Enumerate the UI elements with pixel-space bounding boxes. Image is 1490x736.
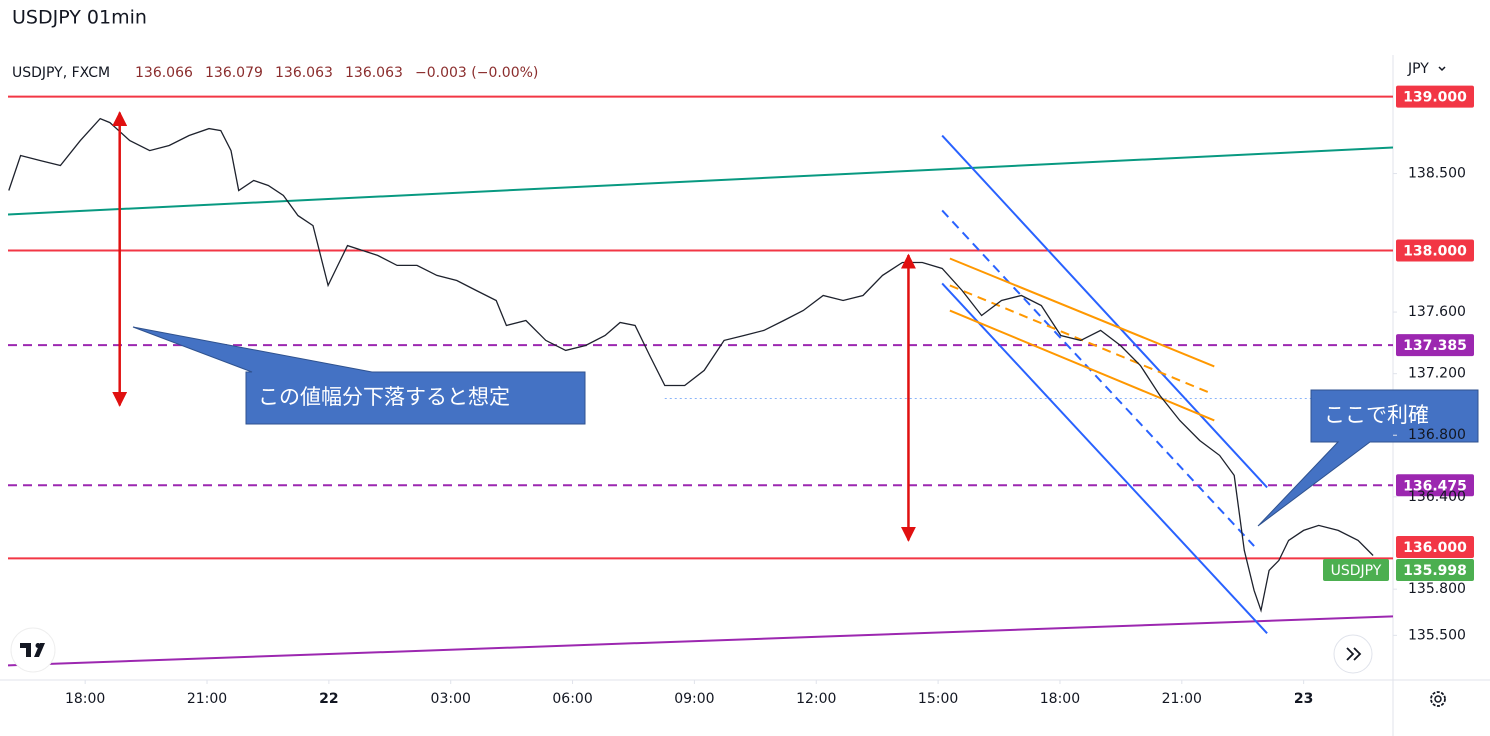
x-tick-label: 22 [319, 691, 338, 707]
callout-text: この値幅分下落すると想定 [258, 385, 510, 409]
currency-label[interactable]: JPY [1407, 61, 1429, 77]
y-tick-label: 136.800 [1408, 427, 1466, 443]
legend-low: 136.063 [275, 65, 333, 81]
price-tag-label: 137.385 [1403, 338, 1467, 354]
y-tick-label: 135.500 [1408, 627, 1466, 643]
y-tick-label: 138.500 [1408, 166, 1466, 182]
series-tag-label: USDJPY [1331, 563, 1382, 579]
price-tag-label: 139.000 [1403, 90, 1467, 106]
trend-line [949, 284, 1212, 395]
gear-icon [1430, 691, 1446, 707]
x-tick-label: 09:00 [674, 691, 714, 707]
callout-2: ここで利確 [1257, 389, 1479, 527]
x-tick-label: 03:00 [431, 691, 471, 707]
plot-area [8, 95, 1393, 667]
price-tag [1396, 334, 1474, 357]
price-tag-label: 136.475 [1403, 478, 1467, 494]
scroll-button[interactable] [1333, 634, 1373, 674]
price-tag [1396, 474, 1474, 497]
x-tick-label: 18:00 [65, 691, 105, 707]
x-tick-label: 21:00 [1162, 691, 1202, 707]
price-tag [1396, 559, 1474, 582]
chart-title: USDJPY 01min [12, 7, 147, 29]
logo-dot [35, 643, 41, 648]
x-tick-label: 15:00 [918, 691, 958, 707]
price-tag [1396, 536, 1474, 559]
x-tick-label: 21:00 [187, 691, 227, 707]
gear-center [1434, 695, 1442, 703]
legend-high: 136.079 [205, 65, 263, 81]
price-tag [1396, 85, 1474, 108]
callout-1: この値幅分下落すると想定 [132, 326, 586, 425]
trend-line [8, 146, 1393, 216]
price-tag-label: 136.000 [1403, 540, 1467, 556]
callout-shape [1257, 389, 1479, 527]
legend-symbol: USDJPY, FXCM [12, 65, 110, 81]
trend-line [949, 257, 1215, 368]
price-tags: 139.000 138.000 137.385 136.475 136.000 135.9… [1323, 85, 1474, 582]
settings-button[interactable] [1430, 691, 1446, 707]
x-tick-label: 06:00 [552, 691, 592, 707]
legend-change: −0.003 (−0.00%) [415, 65, 538, 81]
price-tag-label: 138.000 [1403, 244, 1467, 260]
y-tick-label: 137.600 [1408, 304, 1466, 320]
x-tick-label: 12:00 [796, 691, 836, 707]
trend-line [941, 282, 1268, 635]
trend-line [941, 134, 1268, 489]
trend-line [941, 209, 1255, 547]
y-tick-label: 135.800 [1408, 581, 1466, 597]
currency-chevron [1438, 66, 1446, 72]
y-tick-label: 136.400 [1408, 489, 1466, 505]
callout-text: ここで利確 [1324, 403, 1429, 427]
logo-bg [10, 627, 56, 673]
trend-line [8, 615, 1393, 667]
price-tag [1396, 239, 1474, 262]
tradingview-logo[interactable] [10, 627, 56, 673]
price-tag-label: 135.998 [1403, 563, 1467, 579]
scroll-icon [1346, 647, 1362, 661]
plot-layer [8, 95, 1393, 667]
y-tick-label: 137.200 [1408, 366, 1466, 382]
legend-close: 136.063 [345, 65, 403, 81]
x-tick-label: 23 [1294, 691, 1313, 707]
x-tick-label: 18:00 [1040, 691, 1080, 707]
price-line [8, 117, 1374, 613]
legend-open: 136.066 [135, 65, 193, 81]
trend-line [949, 309, 1215, 422]
callout-shape [132, 326, 586, 425]
series-tag [1323, 559, 1389, 582]
